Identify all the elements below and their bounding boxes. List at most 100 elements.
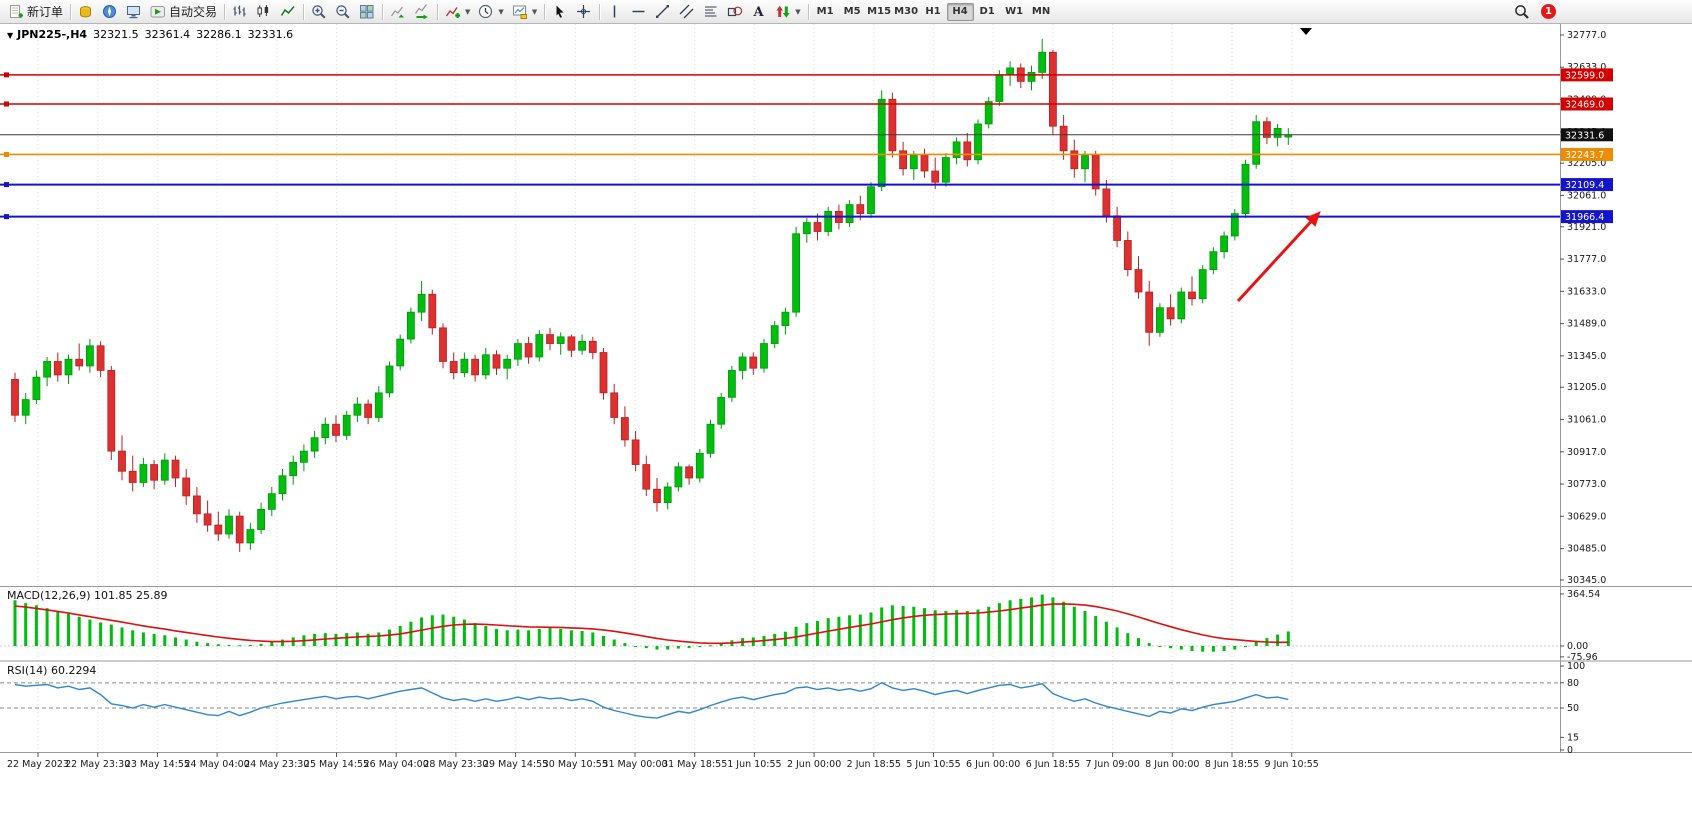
price-badge-label: 32109.4	[1565, 180, 1604, 191]
macd-bar	[1276, 634, 1280, 646]
horizontal-line-object[interactable]	[0, 214, 1560, 220]
candle-body	[631, 439, 640, 465]
navigator-button[interactable]	[98, 2, 122, 22]
line-handle	[4, 101, 9, 107]
indicators-button[interactable]: ▼	[441, 2, 474, 22]
candlestick-chart-button[interactable]	[252, 2, 276, 22]
tile-windows-button[interactable]	[355, 2, 379, 22]
time-tick-label: 5 Jun 10:55	[906, 759, 960, 770]
macd-bar	[1254, 641, 1258, 646]
bar-chart-button[interactable]	[228, 2, 252, 22]
macd-bar	[334, 633, 338, 646]
arrows-button[interactable]: ▼	[771, 2, 804, 22]
text-button[interactable]: A	[747, 2, 771, 22]
macd-bar	[24, 603, 28, 646]
timeframe-m5[interactable]: M5	[839, 3, 866, 21]
line-handle	[4, 182, 9, 188]
chart-shift-marker[interactable]	[1300, 28, 1312, 35]
horizontal-line-object[interactable]	[0, 72, 1560, 78]
macd-bar	[67, 613, 70, 646]
candle-body	[781, 311, 790, 327]
timeframe-m15[interactable]: M15	[866, 3, 893, 21]
macd-bar	[1030, 597, 1033, 646]
chart-collapse-icon[interactable]: ▼	[7, 31, 14, 40]
candle-body	[150, 464, 159, 481]
horizontal-line-object[interactable]	[0, 101, 1560, 107]
candle-body	[75, 358, 84, 367]
macd-tick-label: -75.96	[1567, 652, 1598, 663]
macd-bar	[227, 644, 231, 646]
cursor-button[interactable]	[548, 2, 572, 22]
macd-bar	[655, 646, 659, 650]
candle-body	[899, 150, 907, 170]
macd-tick-label: 364.54	[1567, 589, 1600, 600]
time-tick-label: 2 Jun 00:00	[787, 759, 841, 770]
candle-body	[1145, 291, 1154, 333]
horizontal-line-object[interactable]	[0, 182, 1560, 188]
timeframe-m30[interactable]: M30	[893, 3, 920, 21]
candle-body	[299, 450, 308, 463]
candle-body	[439, 327, 447, 362]
search-button[interactable]	[1510, 2, 1534, 22]
horizontal-line-button[interactable]	[627, 2, 651, 22]
macd-bar	[1147, 643, 1151, 646]
macd-bar	[848, 615, 852, 646]
macd-bar	[388, 629, 391, 646]
auto-scroll-button[interactable]	[386, 2, 410, 22]
timeframe-h1[interactable]: H1	[920, 3, 947, 21]
macd-bar	[623, 643, 627, 646]
zoom-out-button[interactable]	[331, 2, 355, 22]
shapes-button[interactable]	[723, 2, 747, 22]
timeframe-h4[interactable]: H4	[946, 2, 974, 21]
timeframe-d1[interactable]: D1	[974, 3, 1001, 21]
text-icon: A	[753, 5, 765, 20]
candle-body	[1113, 215, 1121, 241]
macd-bar	[687, 646, 691, 649]
market-watch-button[interactable]	[74, 2, 98, 22]
macd-bar	[377, 632, 381, 646]
vertical-line-button[interactable]	[603, 2, 627, 22]
trendline-button[interactable]	[651, 2, 675, 22]
candle-body	[1134, 269, 1143, 293]
macd-bar	[1040, 594, 1044, 646]
crosshair-button[interactable]	[572, 2, 596, 22]
macd-bar	[152, 633, 156, 646]
rsi-line	[14, 682, 1289, 719]
toolbar-separator	[544, 3, 546, 20]
zoom-out-icon	[336, 4, 350, 19]
template-icon	[512, 5, 527, 19]
candle-body	[674, 466, 683, 488]
new-order-button[interactable]: 新订单	[4, 2, 67, 22]
templates-button[interactable]: ▼	[508, 2, 541, 22]
horizontal-line-object[interactable]	[0, 151, 1560, 157]
periods-button[interactable]: ▼	[474, 2, 507, 22]
line-chart-button[interactable]	[276, 2, 300, 22]
price-tick-label: 32205.0	[1567, 158, 1606, 169]
notification-badge[interactable]: 1	[1541, 4, 1556, 19]
timeframe-w1[interactable]: W1	[1001, 3, 1028, 21]
price-badge-label: 32469.0	[1565, 99, 1604, 110]
zoom-in-button[interactable]	[307, 2, 331, 22]
arrow-object[interactable]	[1236, 211, 1321, 303]
candle-body	[417, 293, 426, 313]
terminal-button[interactable]	[122, 2, 146, 22]
candle-body	[1156, 307, 1164, 333]
chart-shift-button[interactable]	[410, 2, 434, 22]
channel-button[interactable]	[675, 2, 699, 22]
autotrading-button[interactable]: 自动交易	[146, 2, 221, 22]
macd-bar	[1211, 646, 1215, 652]
candle-body	[471, 358, 480, 376]
macd-bar	[1158, 646, 1162, 647]
fibonacci-button[interactable]	[699, 2, 723, 22]
candle-body	[1230, 213, 1239, 237]
price-badge-label: 31966.4	[1565, 212, 1604, 223]
candle-body	[599, 352, 608, 394]
time-tick-label: 7 Jun 09:00	[1085, 759, 1139, 770]
candle-body	[931, 170, 940, 183]
timeframe-m1[interactable]: M1	[812, 3, 839, 21]
rsi-indicator-label: RSI(14) 60.2294	[7, 664, 97, 677]
chart-canvas[interactable]: 32777.032633.032489.032345.032205.032061…	[0, 24, 1692, 840]
macd-bar	[259, 643, 263, 646]
candle-body	[867, 186, 875, 214]
timeframe-mn[interactable]: MN	[1028, 3, 1055, 21]
